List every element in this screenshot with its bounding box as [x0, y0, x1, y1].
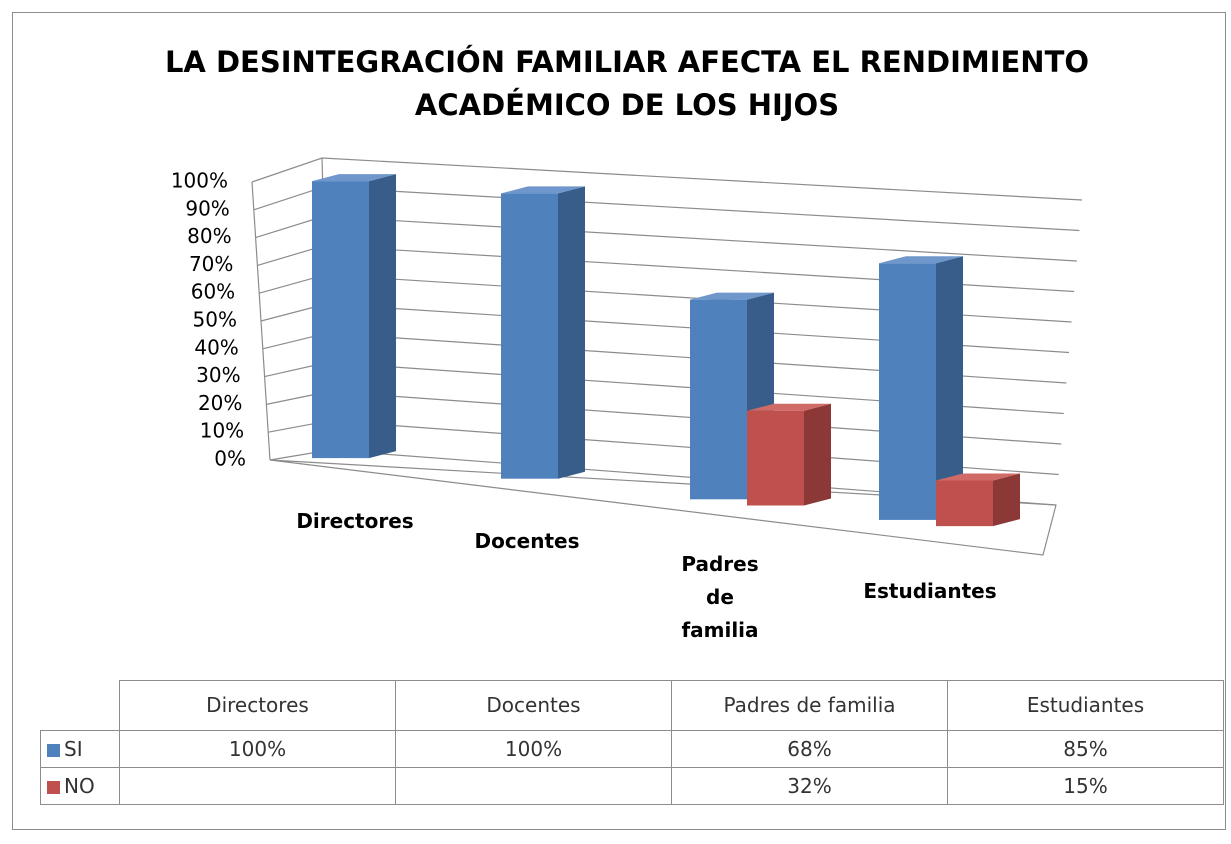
- chart-subtitle: ACADÉMICO DE LOS HIJOS: [415, 88, 839, 122]
- legend-label: NO: [64, 773, 95, 798]
- table-row: NO 32% 15%: [40, 766, 1224, 805]
- y-tick-label: 70%: [189, 252, 233, 276]
- table-row: SI 100% 100% 68% 85%: [40, 729, 1224, 768]
- bar-side: [936, 256, 963, 520]
- legend-swatch: [47, 743, 60, 757]
- data-table: Directores Docentes Padres de familia Estud…: [40, 680, 1224, 805]
- bar: [936, 480, 993, 527]
- legend-label: SI: [64, 736, 83, 761]
- chart-title: LA DESINTEGRACIÓN FAMILIAR AFECTA EL REN…: [165, 45, 1089, 79]
- bar-side: [804, 403, 831, 506]
- grid-line: [251, 157, 1083, 201]
- bar: [501, 193, 558, 479]
- y-tick-label: 50%: [193, 308, 237, 332]
- bar-top: [312, 174, 396, 182]
- table-header: Docentes: [395, 680, 672, 731]
- legend-cell: SI: [40, 729, 120, 768]
- bar: [879, 263, 936, 520]
- table-cell: 15%: [947, 766, 1224, 805]
- table-header: Padres de familia: [671, 680, 948, 731]
- bar-side: [369, 174, 396, 459]
- x-tick-label: Padres de familia: [681, 552, 759, 642]
- legend-cell: NO: [40, 766, 120, 805]
- table-header-row: Directores Docentes Padres de familia Estud…: [40, 680, 1224, 731]
- bar-side: [558, 186, 585, 479]
- bar: [747, 410, 804, 506]
- bar-top: [879, 256, 963, 264]
- chart-frame: [12, 12, 1226, 830]
- legend-swatch: [47, 780, 60, 794]
- y-tick-label: 100%: [171, 169, 228, 193]
- y-tick-label: 0%: [214, 447, 246, 471]
- table-cell: 100%: [119, 729, 396, 768]
- table-cell: 68%: [671, 729, 948, 768]
- table-cell: 85%: [947, 729, 1224, 768]
- bar-side: [993, 473, 1020, 527]
- bar-top: [501, 186, 585, 194]
- table-cell: 100%: [395, 729, 672, 768]
- bar: [312, 181, 369, 459]
- x-tick-label: Directores: [296, 509, 414, 533]
- table-cell: 32%: [671, 766, 948, 805]
- y-tick-label: 60%: [191, 280, 235, 304]
- y-tick-label: 20%: [198, 391, 242, 415]
- floor: [269, 459, 1057, 556]
- table-header: Estudiantes: [947, 680, 1224, 731]
- table-cell: [395, 766, 672, 805]
- y-tick-label: 80%: [187, 224, 231, 248]
- x-tick-label: Docentes: [474, 529, 580, 553]
- table-cell: [119, 766, 396, 805]
- bar: [690, 299, 747, 500]
- y-tick-label: 90%: [185, 196, 229, 220]
- table-corner: [40, 680, 120, 730]
- bar-top: [690, 292, 774, 300]
- bar-top: [747, 403, 831, 411]
- y-tick-label: 10%: [200, 419, 244, 443]
- y-tick-label: 40%: [194, 335, 238, 359]
- x-tick-label: Estudiantes: [863, 579, 997, 603]
- y-tick-label: 30%: [196, 363, 240, 387]
- bar-top: [936, 473, 1020, 481]
- table-header: Directores: [119, 680, 396, 731]
